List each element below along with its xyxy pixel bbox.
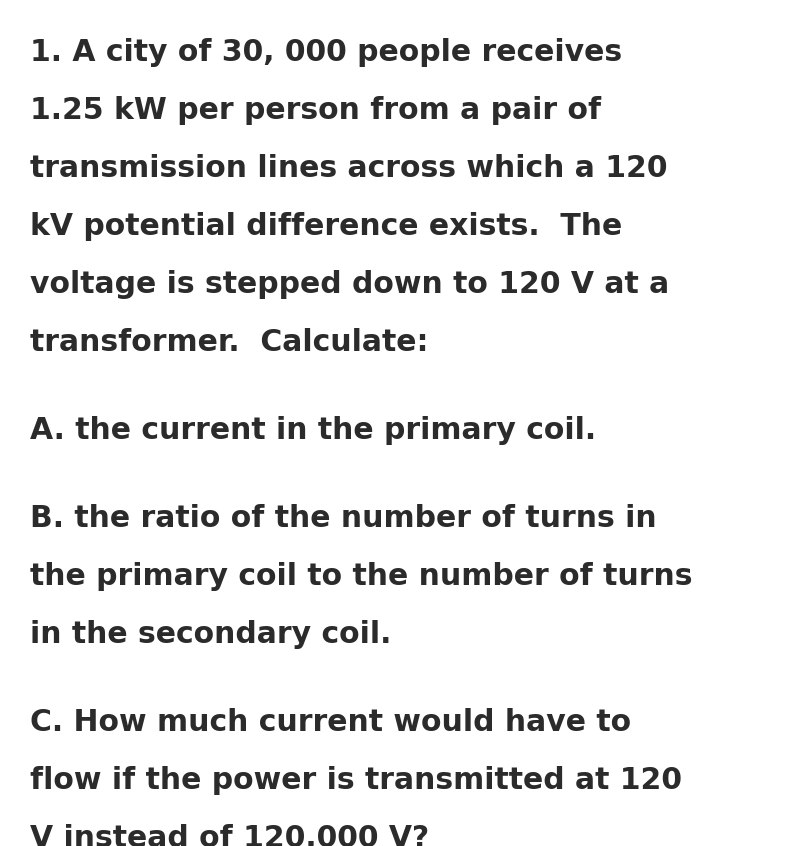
- Text: B. the ratio of the number of turns in: B. the ratio of the number of turns in: [30, 504, 657, 533]
- Text: 1. A city of 30, 000 people receives: 1. A city of 30, 000 people receives: [30, 38, 622, 67]
- Text: the primary coil to the number of turns: the primary coil to the number of turns: [30, 562, 693, 591]
- Text: transformer.  Calculate:: transformer. Calculate:: [30, 328, 428, 357]
- Text: in the secondary coil.: in the secondary coil.: [30, 620, 391, 649]
- Text: 1.25 kW per person from a pair of: 1.25 kW per person from a pair of: [30, 96, 601, 125]
- Text: flow if the power is transmitted at 120: flow if the power is transmitted at 120: [30, 766, 682, 795]
- Text: voltage is stepped down to 120 V at a: voltage is stepped down to 120 V at a: [30, 270, 669, 299]
- Text: transmission lines across which a 120: transmission lines across which a 120: [30, 154, 667, 183]
- Text: kV potential difference exists.  The: kV potential difference exists. The: [30, 212, 622, 241]
- Text: A. the current in the primary coil.: A. the current in the primary coil.: [30, 416, 596, 445]
- Text: C. How much current would have to: C. How much current would have to: [30, 708, 631, 737]
- Text: V instead of 120,000 V?: V instead of 120,000 V?: [30, 824, 429, 846]
